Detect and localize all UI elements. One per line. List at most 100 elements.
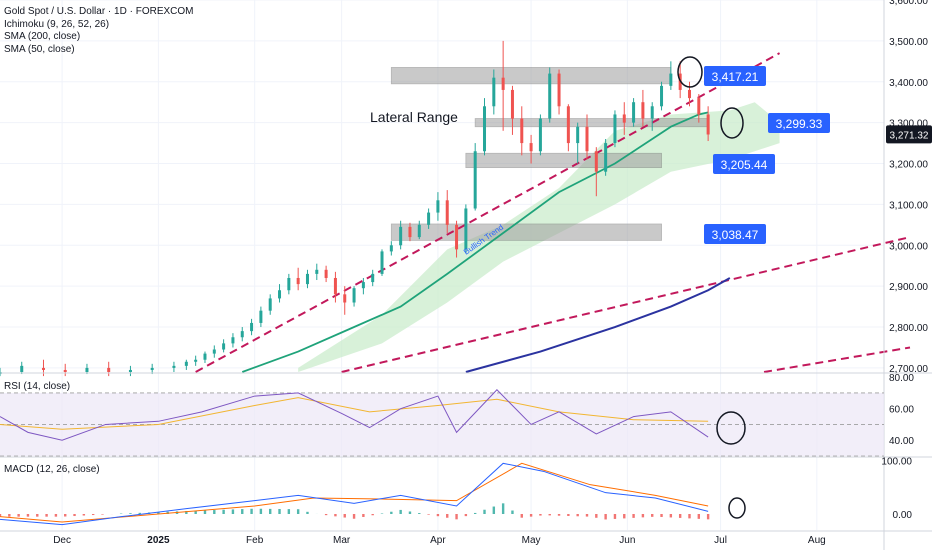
candle-body (455, 224, 459, 250)
candle-body (172, 365, 176, 368)
candle-body (128, 369, 132, 372)
macd-histogram-bar (45, 514, 48, 517)
candle-body (650, 106, 654, 119)
y-tick-label: 3,100.00 (889, 200, 928, 211)
candle-body (660, 85, 664, 107)
macd-histogram-bar (138, 512, 141, 514)
macd-histogram-bar (641, 514, 645, 518)
y-tick-label: 3,300.00 (889, 119, 928, 130)
macd-histogram-bar (390, 511, 393, 514)
macd-histogram-bar (343, 514, 346, 518)
candle-body (641, 102, 645, 119)
macd-histogram-bar (632, 514, 635, 518)
sma200-line (465, 277, 731, 373)
macd-histogram-bar (241, 509, 244, 514)
candle-body (566, 106, 570, 144)
macd-histogram-bar (408, 511, 412, 514)
candle-body (296, 277, 300, 285)
candle-body (352, 288, 356, 303)
macd-histogram-bar (91, 514, 95, 516)
macd-histogram-bar (73, 514, 76, 517)
candle-body (231, 337, 235, 344)
macd-histogram-bar (399, 509, 402, 514)
candle-body (557, 73, 561, 107)
x-tick-label: Mar (333, 535, 351, 546)
candle-body (107, 367, 111, 372)
y-tick-label: 2,800.00 (889, 323, 928, 334)
macd-histogram-bar (82, 514, 86, 516)
macd-histogram-bar (213, 510, 216, 514)
candle-body (510, 89, 514, 119)
candle-body (464, 208, 468, 250)
y-tick-label: 3,600.00 (889, 0, 928, 7)
x-tick-label: Aug (808, 535, 826, 546)
macd-histogram-bar (36, 514, 39, 517)
candle-body (687, 89, 691, 99)
candle-body (548, 73, 552, 119)
candle-body (436, 200, 440, 213)
macd-histogram-bar (296, 509, 300, 514)
highlight-circle (677, 56, 703, 88)
macd-histogram-bar (306, 511, 309, 514)
macd-title: MACD (12, 26, close) (4, 464, 100, 475)
candle-body (343, 294, 347, 303)
candle-body (287, 277, 291, 291)
last-price-badge (886, 125, 932, 144)
candle-body (632, 102, 636, 123)
y-tick-label: 3,200.00 (889, 160, 928, 171)
macd-histogram-bar (613, 514, 617, 519)
price-zone (390, 67, 672, 85)
x-tick-label: Apr (430, 535, 446, 546)
candle-body (20, 365, 24, 372)
macd-histogram-bar (362, 514, 365, 517)
macd-histogram-bar (539, 514, 542, 516)
y-tick-label: 3,400.00 (889, 78, 928, 89)
candle-body (324, 269, 328, 278)
candle-body (604, 143, 608, 172)
macd-histogram-bar (231, 509, 235, 514)
rsi-tick-label: 60.00 (889, 405, 914, 416)
candle-body (184, 361, 188, 366)
candle-body (520, 118, 524, 144)
lateral-range-label: Lateral Range (370, 109, 458, 125)
candle-body (222, 343, 226, 350)
price-zone (465, 152, 662, 169)
y-tick-label: 3,000.00 (889, 241, 928, 252)
candle-body (399, 226, 403, 246)
macd-histogram-bar (185, 510, 188, 514)
macd-histogram-bar (464, 514, 468, 517)
macd-histogram-bar (548, 514, 551, 516)
macd-histogram-bar (101, 514, 104, 515)
candle-body (305, 273, 309, 285)
macd-histogram-bar (371, 514, 374, 516)
macd-tick-label: 100.00 (881, 457, 912, 468)
x-tick-label: Jun (619, 535, 635, 546)
macd-histogram-bar (557, 514, 561, 516)
macd-histogram-bar (222, 509, 225, 514)
macd-histogram-bar (511, 510, 514, 514)
macd-histogram-bar (446, 514, 449, 518)
last-price-label: 3,271.32 (890, 130, 929, 141)
x-tick-label: Jul (714, 535, 727, 546)
macd-histogram-bar (706, 514, 710, 520)
candle-body (613, 114, 617, 144)
macd-histogram-bar (529, 514, 533, 517)
price-zone (390, 223, 662, 241)
price-label-badge (704, 224, 766, 244)
macd-histogram-bar (418, 513, 421, 514)
macd-histogram-bar (334, 514, 337, 517)
candle-body (389, 245, 393, 252)
price-label: 3,205.44 (721, 158, 768, 172)
candle-body (315, 269, 319, 274)
candle-body (585, 126, 589, 152)
macd-histogram-bar (26, 514, 30, 517)
macd-histogram-bar (660, 514, 663, 517)
candle-body (445, 200, 449, 225)
macd-histogram-bar (324, 514, 328, 516)
candle-body (529, 143, 533, 152)
macd-histogram-bar (278, 508, 281, 514)
macd-signal-line (0, 462, 709, 523)
x-tick-label: Dec (53, 535, 71, 546)
macd-histogram-bar (0, 514, 2, 517)
